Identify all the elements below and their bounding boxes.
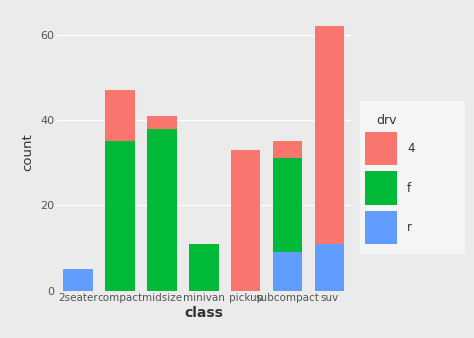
X-axis label: class: class — [184, 306, 223, 320]
Bar — [63, 269, 92, 291]
Text: drv: drv — [376, 114, 396, 126]
Bar — [273, 159, 302, 252]
Bar — [147, 129, 176, 291]
Bar — [147, 116, 176, 129]
Bar — [231, 150, 261, 291]
Text: r: r — [407, 221, 412, 234]
Bar — [315, 26, 345, 244]
Bar — [315, 244, 345, 291]
Bar — [105, 90, 135, 141]
Bar — [365, 171, 397, 205]
Text: f: f — [407, 182, 411, 195]
Text: 4: 4 — [407, 142, 415, 155]
Bar — [105, 141, 135, 291]
Bar — [365, 211, 397, 244]
Y-axis label: count: count — [21, 133, 35, 171]
Bar — [273, 252, 302, 291]
Bar — [189, 244, 219, 291]
Bar — [273, 141, 302, 159]
Bar — [365, 132, 397, 165]
